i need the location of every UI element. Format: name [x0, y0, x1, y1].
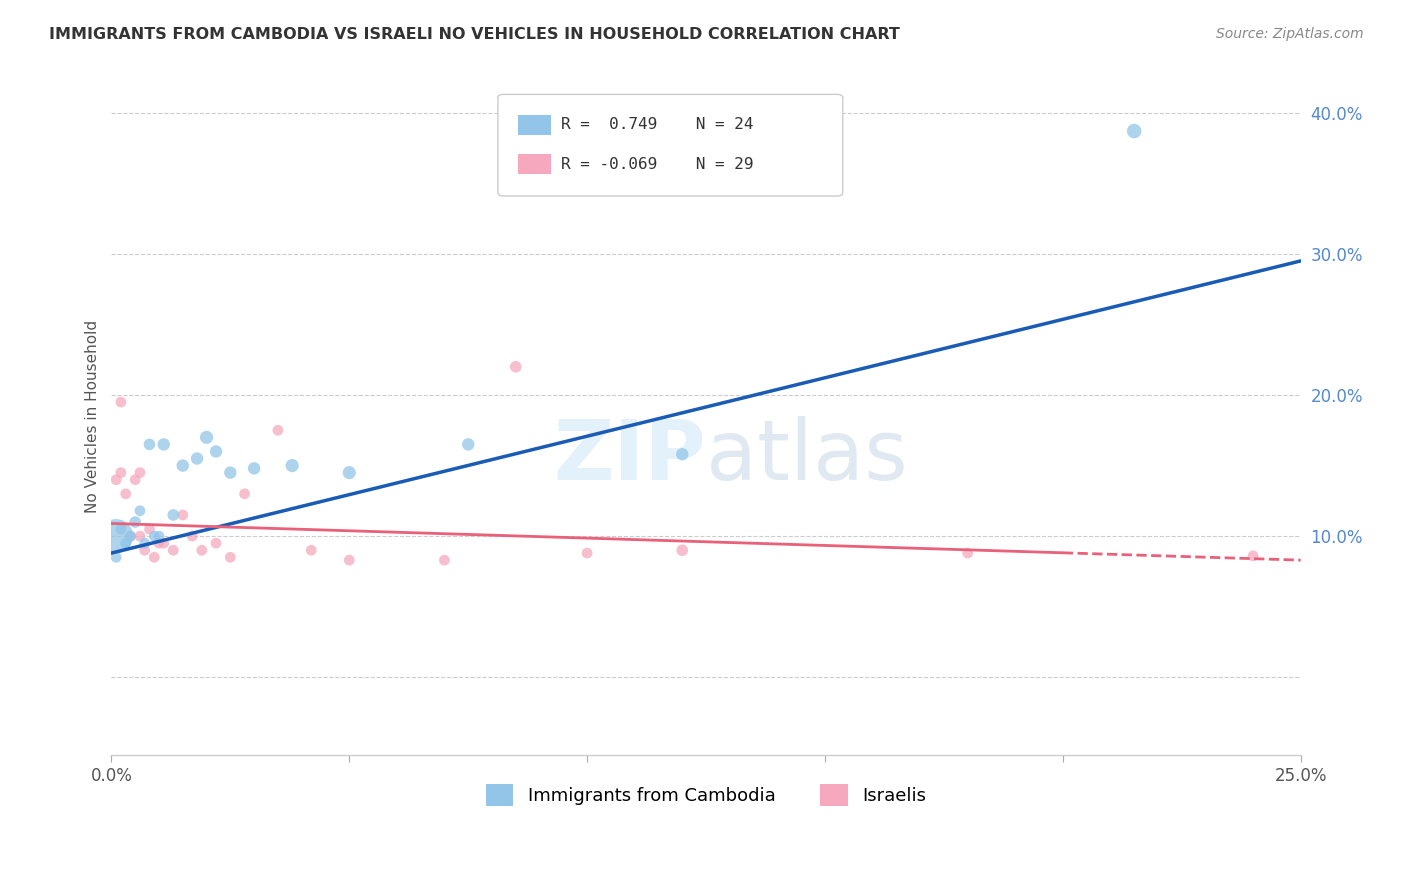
Point	[181, 529, 204, 543]
Point	[120, 529, 142, 543]
Point	[205, 536, 228, 550]
Point	[457, 437, 479, 451]
Point	[148, 529, 170, 543]
Point	[129, 529, 152, 543]
Point	[105, 529, 128, 543]
Point	[110, 466, 132, 480]
Point	[134, 543, 156, 558]
Text: R =  0.749    N = 24: R = 0.749 N = 24	[561, 118, 754, 132]
Point	[433, 553, 456, 567]
Legend: Immigrants from Cambodia, Israelis: Immigrants from Cambodia, Israelis	[479, 777, 934, 814]
Point	[205, 444, 228, 458]
Point	[505, 359, 527, 374]
Point	[186, 451, 208, 466]
Point	[671, 543, 693, 558]
Point	[134, 536, 156, 550]
Point	[152, 437, 174, 451]
Point	[267, 423, 290, 437]
Point	[337, 466, 360, 480]
Point	[337, 553, 360, 567]
Point	[138, 437, 160, 451]
Point	[124, 515, 146, 529]
Point	[148, 536, 170, 550]
Point	[172, 508, 194, 522]
Point	[129, 504, 152, 518]
Point	[1241, 549, 1264, 563]
Text: IMMIGRANTS FROM CAMBODIA VS ISRAELI NO VEHICLES IN HOUSEHOLD CORRELATION CHART: IMMIGRANTS FROM CAMBODIA VS ISRAELI NO V…	[49, 27, 900, 42]
Point	[129, 466, 152, 480]
Point	[671, 447, 693, 461]
Point	[233, 487, 256, 501]
Text: Source: ZipAtlas.com: Source: ZipAtlas.com	[1216, 27, 1364, 41]
Point	[114, 536, 136, 550]
Point	[299, 543, 322, 558]
Point	[124, 473, 146, 487]
Point	[105, 473, 128, 487]
Point	[120, 529, 142, 543]
Point	[1123, 124, 1146, 138]
Point	[281, 458, 304, 473]
Point	[956, 546, 979, 560]
Point	[195, 430, 218, 444]
Point	[110, 522, 132, 536]
Point	[243, 461, 266, 475]
FancyBboxPatch shape	[498, 95, 842, 196]
Bar	[519, 154, 551, 174]
Point	[114, 487, 136, 501]
Point	[219, 466, 242, 480]
Text: atlas: atlas	[706, 417, 908, 498]
Point	[162, 543, 184, 558]
Point	[152, 536, 174, 550]
Text: R = -0.069    N = 29: R = -0.069 N = 29	[561, 157, 754, 171]
Point	[143, 529, 166, 543]
Point	[172, 458, 194, 473]
Point	[162, 508, 184, 522]
Point	[576, 546, 599, 560]
Point	[110, 395, 132, 409]
Y-axis label: No Vehicles in Household: No Vehicles in Household	[86, 319, 100, 513]
Point	[191, 543, 214, 558]
Point	[138, 522, 160, 536]
Point	[219, 550, 242, 565]
Text: ZIP: ZIP	[554, 417, 706, 498]
Point	[143, 550, 166, 565]
Point	[105, 550, 128, 565]
Bar	[519, 115, 551, 135]
